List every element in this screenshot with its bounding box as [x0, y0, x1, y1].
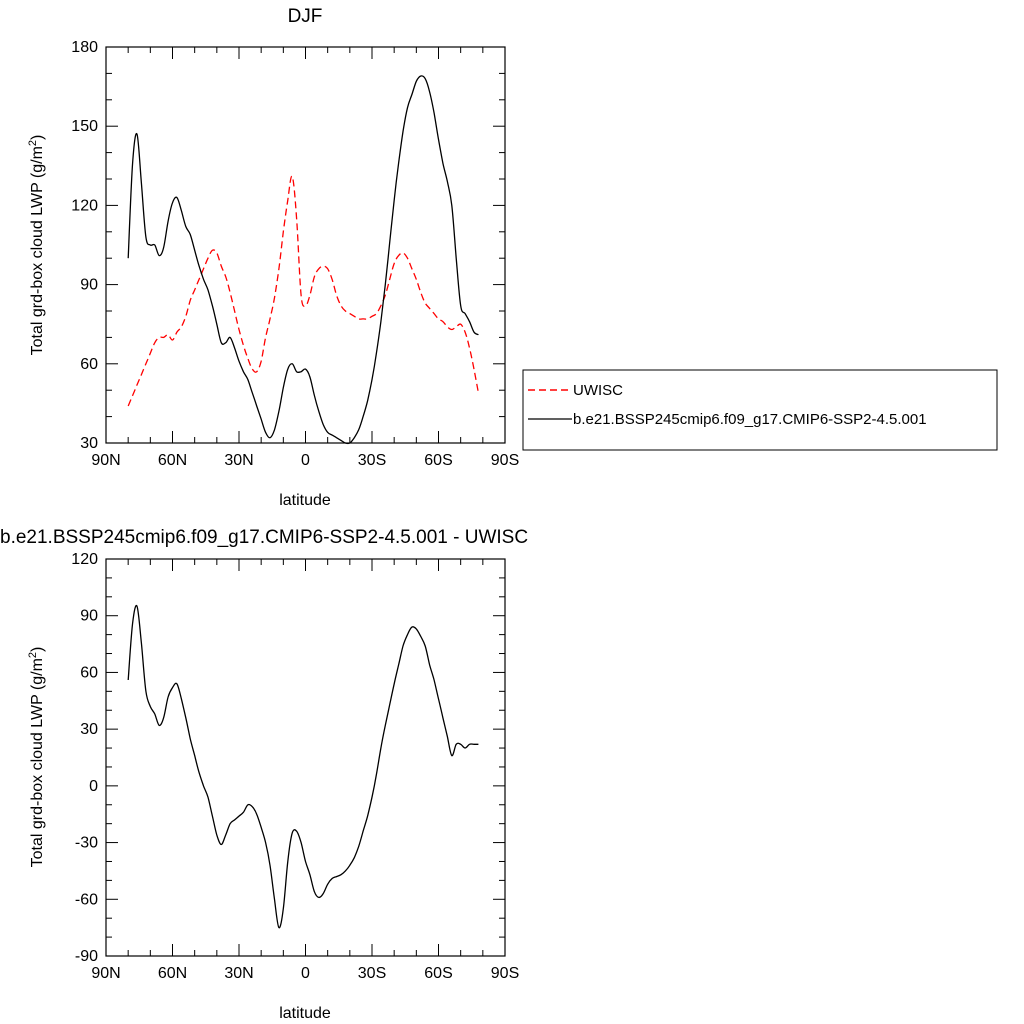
x-tick-labels: 90N 60N 30N 0 30S 60S 90S: [91, 452, 519, 469]
x-axis-label: latitude: [279, 1005, 331, 1022]
axis-ticks: [105, 558, 506, 957]
y-tick-label: 30: [80, 435, 98, 452]
chart-difference: b.e21.BSSP245cmip6.f09_g17.CMIP6-SSP2-4.…: [0, 527, 528, 1022]
y-tick-label: 180: [71, 39, 98, 56]
plot-frame: [105, 558, 506, 957]
y-tick-label: 60: [80, 356, 98, 373]
series-group: [127, 604, 479, 929]
x-tick-label: 60S: [424, 965, 452, 982]
y-tick-label: 90: [80, 277, 98, 294]
x-tick-label: 0: [301, 965, 310, 982]
y-tick-label: -30: [75, 835, 98, 852]
x-tick-label: 60N: [158, 452, 187, 469]
y-tick-label: 150: [71, 118, 98, 135]
x-tick-label: 90N: [91, 452, 120, 469]
x-tick-label: 90S: [491, 965, 519, 982]
y-tick-label: 120: [71, 551, 98, 568]
y-tick-labels: 30 60 90 120 150 180: [71, 39, 98, 452]
x-tick-label: 30N: [224, 452, 253, 469]
y-axis-label: Total grd-box cloud LWP (g/m2): [27, 647, 46, 868]
series-line-b-e21-bssp245cmip6-f09-g17-cmip6-ssp2-4-5-001: [127, 75, 479, 445]
x-tick-label: 30S: [358, 452, 386, 469]
y-axis-label: Total grd-box cloud LWP (g/m2): [27, 135, 46, 356]
chart-title: DJF: [288, 6, 323, 27]
y-tick-label: 120: [71, 197, 98, 214]
y-tick-label: 30: [80, 721, 98, 738]
x-tick-label: 30S: [358, 965, 386, 982]
axis-ticks: [105, 46, 506, 444]
x-tick-label: 60S: [424, 452, 452, 469]
x-tick-labels: 90N 60N 30N 0 30S 60S 90S: [91, 965, 519, 982]
x-tick-label: 0: [301, 452, 310, 469]
x-axis-label: latitude: [279, 492, 331, 509]
legend-label-uwisc: UWISC: [573, 382, 623, 399]
x-tick-label: 90S: [491, 452, 519, 469]
series-group: [127, 75, 480, 445]
x-tick-label: 60N: [158, 965, 187, 982]
y-tick-label: -90: [75, 948, 98, 965]
legend-box: [522, 369, 998, 451]
y-tick-labels: -90 -60 -30 0 30 60 90 120: [71, 551, 98, 965]
y-tick-label: -60: [75, 891, 98, 908]
x-tick-label: 90N: [91, 965, 120, 982]
plot-frame: [105, 46, 506, 444]
series-line-uwisc: [127, 175, 480, 407]
y-tick-label: 0: [89, 778, 98, 795]
legend: UWISC b.e21.BSSP245cmip6.f09_g17.CMIP6-S…: [522, 369, 998, 451]
y-tick-label: 60: [80, 664, 98, 681]
series-line-difference: [127, 604, 479, 929]
x-tick-label: 30N: [224, 965, 253, 982]
legend-label-model: b.e21.BSSP245cmip6.f09_g17.CMIP6-SSP2-4.…: [573, 411, 927, 428]
y-tick-label: 90: [80, 608, 98, 625]
chart-title: b.e21.BSSP245cmip6.f09_g17.CMIP6-SSP2-4.…: [0, 527, 528, 548]
